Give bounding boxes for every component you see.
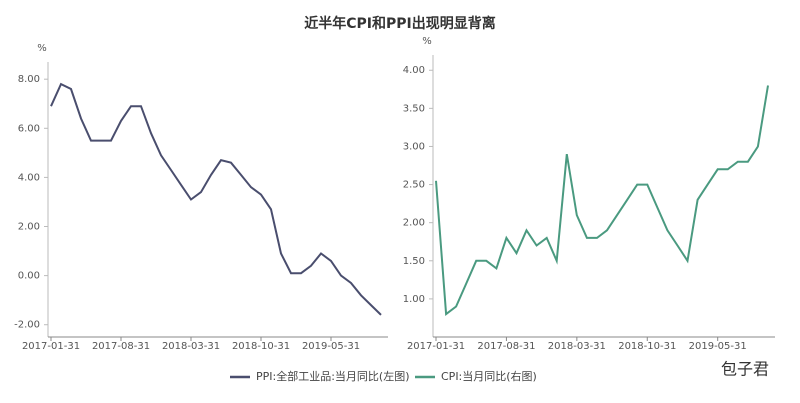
- y-tick-label: 3.00: [403, 141, 425, 152]
- x-tick-label: 2018-10-31: [232, 341, 290, 352]
- y-tick-label: 4.00: [18, 172, 40, 183]
- y-tick-label: 2.00: [18, 222, 40, 233]
- y-unit-label: %: [37, 43, 47, 54]
- x-tick-label: 2019-05-31: [689, 341, 747, 352]
- legend-label: PPI:全部工业品:当月同比(左图): [256, 369, 410, 383]
- series-line: [435, 85, 769, 317]
- y-tick-label: 1.00: [403, 294, 425, 305]
- x-tick-label: 2018-10-31: [618, 341, 676, 352]
- x-tick-label: 2019-05-31: [302, 341, 360, 352]
- legend-label: CPI:当月同比(右图): [441, 369, 537, 383]
- series-line: [50, 82, 382, 316]
- y-tick-label: 3.50: [403, 103, 425, 114]
- x-tick-label: 2017-01-31: [407, 341, 465, 352]
- x-tick-label: 2018-03-31: [548, 341, 606, 352]
- y-tick-label: 6.00: [18, 123, 40, 134]
- y-tick-label: 2.00: [403, 218, 425, 229]
- x-tick-label: 2017-01-31: [22, 341, 80, 352]
- y-tick-label: 1.50: [403, 256, 425, 267]
- x-tick-label: 2018-03-31: [162, 341, 220, 352]
- watermark: 包子君: [721, 360, 769, 379]
- chart-title: 近半年CPI和PPI出现明显背离: [304, 15, 495, 32]
- y-unit-label: %: [422, 36, 432, 47]
- y-tick-label: 0.00: [18, 271, 40, 282]
- y-tick-label: 4.00: [403, 65, 425, 76]
- x-tick-label: 2017-08-31: [477, 341, 535, 352]
- y-tick-label: -2.00: [14, 320, 40, 331]
- y-tick-label: 2.50: [403, 180, 425, 191]
- y-tick-label: 8.00: [18, 74, 40, 85]
- x-tick-label: 2017-08-31: [92, 341, 150, 352]
